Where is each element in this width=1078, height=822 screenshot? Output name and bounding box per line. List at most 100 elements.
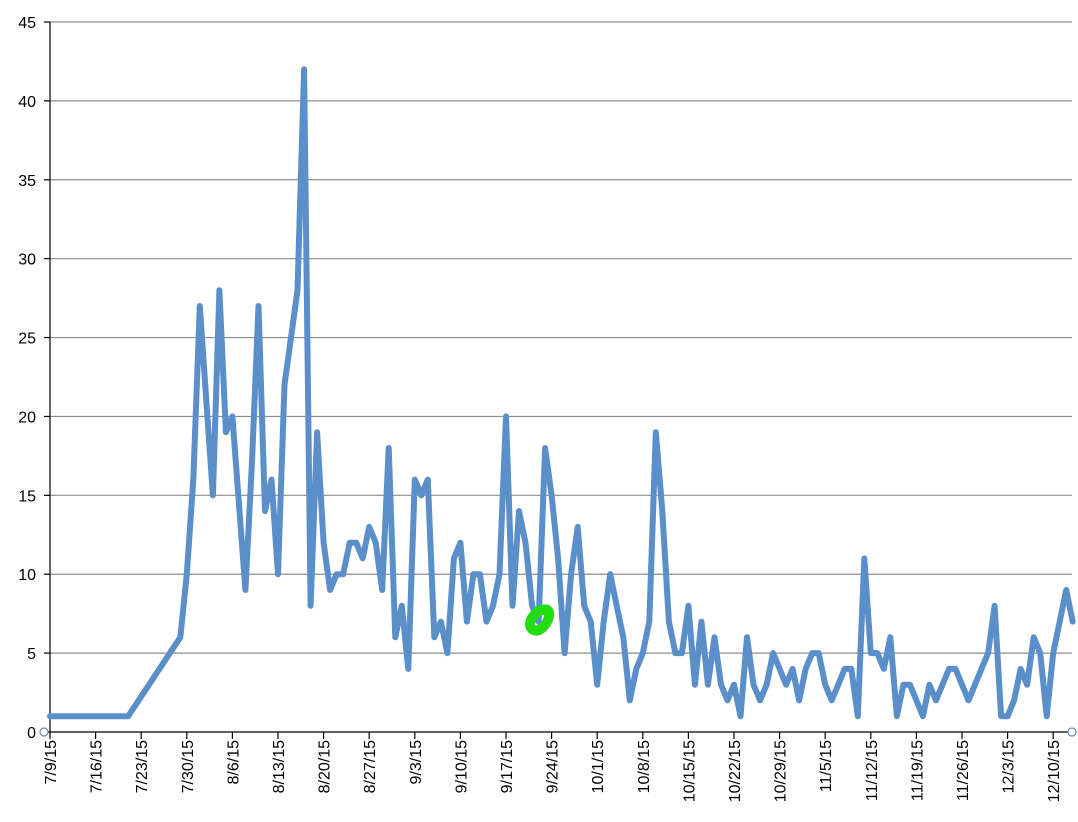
data-point bbox=[544, 447, 546, 449]
data-point bbox=[414, 479, 416, 481]
data-point bbox=[49, 715, 51, 717]
y-tick-label: 35 bbox=[18, 173, 36, 190]
data-point bbox=[310, 605, 312, 607]
data-point bbox=[857, 715, 859, 717]
data-point bbox=[284, 384, 285, 386]
data-point bbox=[499, 573, 500, 575]
data-point bbox=[583, 605, 585, 607]
x-tick-label: 9/17/15 bbox=[499, 740, 516, 793]
data-point bbox=[596, 684, 598, 686]
data-point bbox=[538, 621, 540, 623]
data-point bbox=[733, 684, 735, 686]
data-point bbox=[655, 431, 657, 433]
data-point bbox=[863, 557, 865, 559]
x-tick-label: 10/22/15 bbox=[727, 740, 744, 802]
data-point bbox=[186, 573, 188, 575]
data-point bbox=[922, 715, 924, 717]
x-tick-label: 11/26/15 bbox=[955, 740, 972, 801]
y-tick-label: 15 bbox=[18, 488, 36, 505]
data-point bbox=[824, 684, 826, 686]
data-point bbox=[258, 305, 259, 307]
data-point bbox=[707, 684, 709, 686]
data-point bbox=[909, 684, 911, 686]
data-point bbox=[1020, 668, 1022, 670]
data-point bbox=[244, 589, 246, 591]
data-point bbox=[629, 699, 631, 701]
data-point bbox=[446, 652, 448, 654]
x-tick-labels: 7/9/15 7/16/15 7/23/15 7/30/15 8/6/15 8/13/15… bbox=[43, 732, 1063, 802]
annotation-layer bbox=[525, 604, 555, 636]
data-point bbox=[205, 400, 207, 402]
data-point bbox=[942, 684, 943, 686]
data-point bbox=[961, 684, 963, 686]
data-point bbox=[1013, 699, 1015, 701]
data-point bbox=[297, 289, 298, 291]
x-tick-label: 12/3/15 bbox=[1001, 740, 1018, 793]
data-point bbox=[114, 715, 116, 717]
selection-handle-bottom-left[interactable] bbox=[39, 727, 49, 737]
data-point bbox=[648, 621, 650, 623]
data-point bbox=[674, 652, 676, 654]
y-tick-label: 40 bbox=[18, 94, 36, 111]
data-point bbox=[948, 668, 950, 670]
selection-handle-bottom-right[interactable] bbox=[1067, 727, 1077, 737]
data-point bbox=[753, 684, 754, 686]
data-point bbox=[1026, 684, 1028, 686]
data-point bbox=[609, 573, 611, 575]
selection-handles[interactable] bbox=[39, 727, 1077, 737]
data-point bbox=[264, 510, 266, 512]
data-point bbox=[323, 542, 325, 544]
data-point bbox=[212, 494, 214, 496]
data-point bbox=[570, 573, 572, 575]
data-point bbox=[870, 652, 872, 654]
data-point bbox=[994, 605, 996, 607]
data-point bbox=[590, 621, 592, 623]
data-point bbox=[355, 542, 357, 544]
data-point bbox=[987, 652, 989, 654]
data-point bbox=[551, 494, 553, 496]
data-point bbox=[375, 542, 377, 544]
data-point bbox=[779, 668, 781, 670]
data-point bbox=[850, 668, 852, 670]
x-tick-label: 8/6/15 bbox=[225, 740, 242, 785]
x-tick-label: 11/19/15 bbox=[909, 740, 926, 801]
data-point bbox=[342, 573, 344, 575]
data-point bbox=[844, 668, 846, 670]
y-tick-label: 30 bbox=[18, 252, 36, 269]
data-point bbox=[505, 415, 507, 417]
y-tick-label: 45 bbox=[18, 15, 36, 32]
data-point bbox=[981, 668, 982, 670]
series-layer bbox=[47, 66, 1076, 720]
data-point bbox=[785, 684, 787, 686]
data-point bbox=[935, 699, 937, 701]
data-point bbox=[1052, 652, 1054, 654]
data-point bbox=[642, 652, 644, 654]
data-point bbox=[440, 621, 442, 623]
data-point bbox=[329, 589, 331, 591]
x-tick-label: 9/10/15 bbox=[453, 740, 470, 793]
x-tick-label: 7/23/15 bbox=[134, 740, 151, 793]
data-point bbox=[362, 557, 364, 559]
data-point bbox=[225, 431, 227, 433]
data-point bbox=[199, 305, 201, 307]
data-point bbox=[368, 526, 370, 528]
data-point bbox=[889, 636, 891, 638]
data-point bbox=[740, 715, 741, 717]
data-point bbox=[883, 668, 885, 670]
data-point bbox=[668, 621, 670, 623]
data-point bbox=[192, 479, 194, 481]
data-point bbox=[792, 668, 794, 670]
data-point bbox=[876, 652, 878, 654]
data-point bbox=[453, 557, 455, 559]
data-point bbox=[1000, 715, 1002, 717]
y-tick-label: 20 bbox=[18, 409, 36, 426]
x-tick-label: 7/9/15 bbox=[43, 740, 60, 785]
x-tick-label: 8/20/15 bbox=[317, 740, 334, 793]
y-tick-label: 10 bbox=[18, 567, 36, 584]
highlight-marker bbox=[525, 604, 555, 636]
data-point bbox=[394, 636, 396, 638]
data-point bbox=[1039, 652, 1041, 654]
data-point bbox=[714, 636, 715, 638]
axes bbox=[42, 22, 1072, 733]
